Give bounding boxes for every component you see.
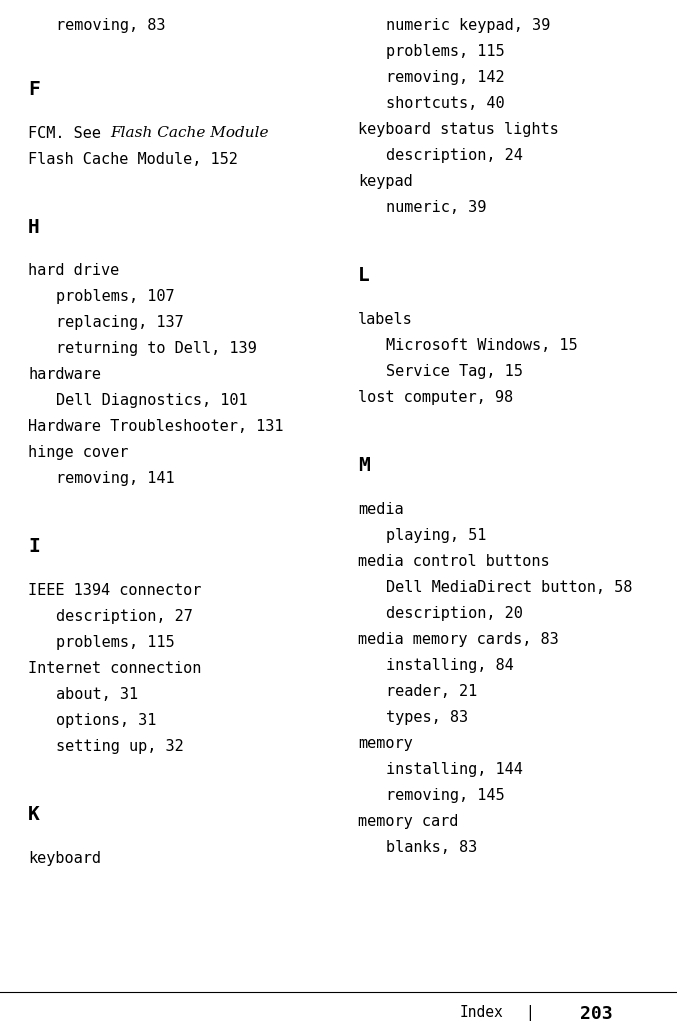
Text: F: F [28, 80, 40, 99]
Text: description, 27: description, 27 [56, 609, 193, 624]
Text: setting up, 32: setting up, 32 [56, 739, 183, 754]
Text: 203: 203 [580, 1005, 613, 1023]
Text: keypad: keypad [358, 174, 413, 189]
Text: M: M [358, 456, 370, 475]
Text: replacing, 137: replacing, 137 [56, 315, 183, 330]
Text: hardware: hardware [28, 367, 101, 382]
Text: Flash Cache Module: Flash Cache Module [110, 126, 269, 140]
Text: options, 31: options, 31 [56, 713, 156, 728]
Text: returning to Dell, 139: returning to Dell, 139 [56, 341, 257, 356]
Text: description, 24: description, 24 [386, 148, 523, 163]
Text: reader, 21: reader, 21 [386, 684, 477, 699]
Text: removing, 141: removing, 141 [56, 471, 175, 486]
Text: Dell Diagnostics, 101: Dell Diagnostics, 101 [56, 393, 248, 408]
Text: keyboard: keyboard [28, 851, 101, 866]
Text: media control buttons: media control buttons [358, 554, 550, 570]
Text: memory: memory [358, 736, 413, 751]
Text: hard drive: hard drive [28, 263, 119, 278]
Text: H: H [28, 218, 40, 237]
Text: lost computer, 98: lost computer, 98 [358, 390, 513, 405]
Text: K: K [28, 805, 40, 824]
Text: Flash Cache Module, 152: Flash Cache Module, 152 [28, 152, 238, 167]
Text: Index: Index [460, 1005, 504, 1020]
Text: about, 31: about, 31 [56, 687, 138, 702]
Text: keyboard status lights: keyboard status lights [358, 122, 559, 137]
Text: blanks, 83: blanks, 83 [386, 840, 477, 855]
Text: removing, 83: removing, 83 [56, 19, 165, 33]
Text: installing, 144: installing, 144 [386, 762, 523, 777]
Text: Service Tag, 15: Service Tag, 15 [386, 364, 523, 379]
Text: I: I [28, 537, 40, 556]
Text: description, 20: description, 20 [386, 605, 523, 621]
Text: Hardware Troubleshooter, 131: Hardware Troubleshooter, 131 [28, 419, 284, 434]
Text: L: L [358, 266, 370, 285]
Text: hinge cover: hinge cover [28, 445, 129, 460]
Text: labels: labels [358, 313, 413, 327]
Text: numeric keypad, 39: numeric keypad, 39 [386, 19, 550, 33]
Text: types, 83: types, 83 [386, 710, 468, 725]
Text: playing, 51: playing, 51 [386, 528, 486, 543]
Text: |: | [525, 1005, 534, 1021]
Text: IEEE 1394 connector: IEEE 1394 connector [28, 583, 201, 598]
Text: installing, 84: installing, 84 [386, 658, 514, 673]
Text: Internet connection: Internet connection [28, 661, 201, 676]
Text: memory card: memory card [358, 814, 458, 829]
Text: problems, 107: problems, 107 [56, 289, 175, 304]
Text: removing, 145: removing, 145 [386, 788, 504, 803]
Text: FCM. See: FCM. See [28, 126, 110, 141]
Text: removing, 142: removing, 142 [386, 70, 504, 85]
Text: Microsoft Windows, 15: Microsoft Windows, 15 [386, 338, 577, 353]
Text: numeric, 39: numeric, 39 [386, 200, 486, 215]
Text: shortcuts, 40: shortcuts, 40 [386, 96, 504, 111]
Text: media: media [358, 502, 403, 517]
Text: media memory cards, 83: media memory cards, 83 [358, 632, 559, 647]
Text: Dell MediaDirect button, 58: Dell MediaDirect button, 58 [386, 580, 632, 595]
Text: problems, 115: problems, 115 [386, 44, 504, 59]
Text: problems, 115: problems, 115 [56, 635, 175, 650]
